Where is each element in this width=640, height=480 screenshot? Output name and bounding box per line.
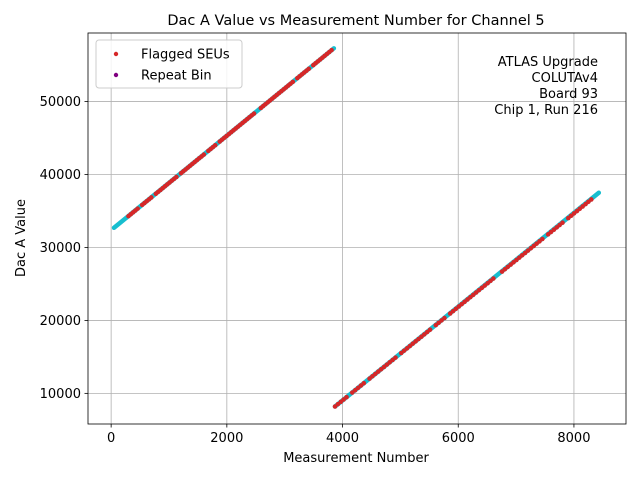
y-tick-label: 40000 [40,168,81,183]
data-point-flagged-seus [329,47,334,53]
data-point-flagged-seus [361,380,367,386]
annotation-line: Chip 1, Run 216 [494,103,598,118]
legend-box [95,39,243,89]
data-point-flagged-seus [560,220,565,226]
data-point-flagged-seus [212,142,218,148]
annotation-line: ATLAS Upgrade [498,55,598,70]
y-tick-label: 30000 [40,241,81,256]
data-point-flagged-seus [442,315,447,321]
x-tick-label: 4000 [326,431,359,446]
data-point-flagged-seus [491,276,496,281]
x-tick-label: 6000 [442,431,475,446]
data-point-flagged-seus [393,355,398,360]
data-points [111,46,602,409]
annotation-line: COLUTAv4 [532,71,598,86]
y-tick-label: 10000 [40,387,81,402]
annotation-line: Board 93 [539,87,598,102]
y-axis-label: Dac A Value [14,199,29,277]
data-point-flagged-seus [290,79,296,85]
data-point-flagged-seus [251,111,257,116]
x-tick-label: 8000 [557,431,590,446]
y-tick-label: 50000 [40,95,81,110]
plot-frame [87,32,627,425]
legend-marker-repeat-bin [113,72,119,78]
data-point-flagged-seus [427,327,433,333]
data-point-flagged-seus [201,152,207,157]
data-point-flagged-seus [306,66,312,72]
legend-label-flagged-seus: Flagged SEUs [141,48,230,63]
x-tick-label: 2000 [210,431,243,446]
data-point-flagged-seus [174,174,179,180]
data-point-flagged-seus [344,394,349,400]
annotation: ATLAS Upgrade COLUTAv4 Board 93 Chip 1, … [494,55,598,118]
axis-ticks: 0 2000 4000 6000 8000 10000 20000 30000 40000 500… [40,95,591,446]
x-axis-label: Measurement Number [283,451,429,466]
legend-marker-flagged-seus [113,51,119,57]
legend-label-repeat-bin: Repeat Bin [141,69,212,84]
data-point-flagged-seus [540,236,545,242]
data-point-flagged-seus [589,197,594,202]
data-point-flagged-seus [135,206,140,211]
x-tick-label: 0 [107,431,115,446]
data-point-flagged-seus [149,195,154,200]
y-tick-label: 20000 [40,314,81,329]
chart-title: Dac A Value vs Measurement Number for Ch… [167,13,544,29]
legend: Flagged SEUs Repeat Bin [95,39,243,89]
